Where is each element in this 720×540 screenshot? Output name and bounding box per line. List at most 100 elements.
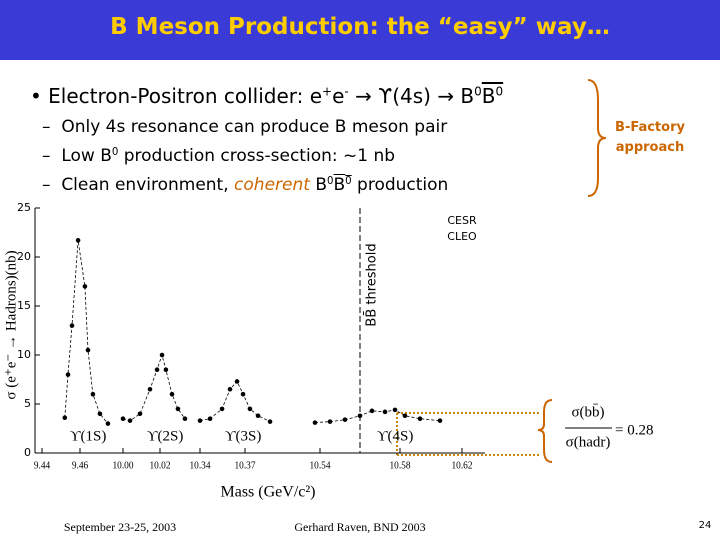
text: Clean environment, <box>61 175 235 195</box>
text: 0 <box>111 146 119 158</box>
data-point <box>147 387 153 392</box>
text: approach <box>615 140 685 155</box>
resonance-label: ϒ(1S) <box>70 428 107 444</box>
title-bar <box>0 0 720 60</box>
slide-title: B Meson Production: the “easy” way… <box>110 14 610 40</box>
data-point <box>127 418 133 423</box>
x-tick-label: 10.62 <box>452 460 473 472</box>
y-tick-label: 0 <box>24 446 31 459</box>
data-point <box>234 379 240 384</box>
x-tick-label: 10.34 <box>190 460 211 472</box>
text: B0 <box>333 175 351 195</box>
data-point <box>62 415 68 421</box>
formula-denominator: σ(hadr) <box>566 434 611 450</box>
data-point <box>182 416 188 422</box>
text: B0 <box>482 84 503 108</box>
footer-date: September 23-25, 2003 <box>63 520 177 534</box>
text: → ϒ(4s) → B <box>348 84 475 108</box>
x-tick-label: 10.00 <box>113 460 134 472</box>
dotted-guide <box>396 412 540 456</box>
formula-result: = 0.28 <box>615 422 653 438</box>
data-point <box>402 413 408 419</box>
data-point <box>342 417 348 422</box>
text: + <box>322 84 333 99</box>
resonance-label: ϒ(2S) <box>147 428 184 444</box>
data-point <box>219 406 225 412</box>
data-point <box>97 411 103 417</box>
data-point <box>392 407 398 413</box>
text: Low B <box>61 146 112 166</box>
text: Only 4s resonance can produce B meson pa… <box>61 117 448 137</box>
y-axis-label: σ (e⁺e⁻ → Hadrons)(nb) <box>3 250 19 399</box>
text: B-Factory <box>615 120 685 135</box>
page-number: 24 <box>698 520 712 531</box>
x-axis-label: Mass (GeV/c²) <box>221 484 316 501</box>
x-tick-label: 10.37 <box>235 460 256 472</box>
data-point <box>65 372 71 377</box>
threshold-label: BB̄ threshold <box>364 243 379 326</box>
sub-bullet: – Low B0 production cross-section: ~1 nb <box>42 146 396 166</box>
x-tick-label: 10.54 <box>310 460 331 472</box>
x-tick-label: 9.44 <box>34 460 50 472</box>
text: Electron-Positron collider: e <box>48 84 323 108</box>
data-point <box>327 419 333 424</box>
resonance-label: ϒ(3S) <box>225 428 262 444</box>
text: B <box>481 84 496 108</box>
data-point <box>207 416 213 422</box>
data-point <box>357 413 363 419</box>
data-point <box>197 418 203 423</box>
source-label: CLEO <box>447 230 477 243</box>
text: production <box>351 175 449 195</box>
data-point <box>105 421 111 426</box>
y-tick-label: 5 <box>24 397 31 410</box>
text: - <box>344 84 349 99</box>
sub-bullet: – Clean environment, coherent B0B0 produ… <box>42 175 449 195</box>
x-tick-label: 10.02 <box>150 460 171 472</box>
side-note: B-Factory approach <box>600 118 700 158</box>
sub-bullet: – Only 4s resonance can produce B meson … <box>42 117 448 137</box>
data-point <box>267 419 273 424</box>
data-point <box>69 323 75 328</box>
data-point <box>120 416 126 422</box>
data-point <box>417 416 423 422</box>
text: coherent <box>234 175 310 195</box>
data-point <box>169 391 175 397</box>
fit-line <box>314 409 441 423</box>
fit-line <box>64 240 109 424</box>
fit-line <box>122 353 186 422</box>
text: e <box>332 84 345 108</box>
y-tick-label: 25 <box>17 201 31 214</box>
footer-author: Gerhard Raven, BND 2003 <box>294 520 426 534</box>
brace <box>587 79 607 197</box>
text: 0 <box>474 84 482 99</box>
data-point <box>154 367 160 373</box>
x-tick-label: 10.58 <box>390 460 411 472</box>
text: 0 <box>345 175 352 187</box>
data-point <box>382 409 388 415</box>
y-tick-label: 15 <box>17 299 31 312</box>
data-point <box>247 406 253 412</box>
data-point <box>369 408 375 414</box>
text: production cross-section: ~1 nb <box>118 146 396 166</box>
y-tick-label: 20 <box>17 250 31 263</box>
y-tick-label: 10 <box>17 348 31 361</box>
data-point <box>85 347 91 353</box>
data-point <box>227 387 233 392</box>
data-point <box>255 413 261 419</box>
bullet: • Electron-Positron collider: e+e- → ϒ(4… <box>30 84 504 108</box>
text: B <box>333 175 346 195</box>
data-point <box>163 367 169 373</box>
data-point <box>90 391 96 397</box>
data-point <box>240 391 246 397</box>
data-point <box>82 284 88 289</box>
source-label: CESR <box>447 214 477 227</box>
text: 0 <box>495 84 504 99</box>
text: B <box>309 175 327 195</box>
data-point <box>437 418 443 423</box>
data-point <box>75 238 81 243</box>
resonance-label: ϒ(4S) <box>377 428 414 444</box>
x-tick-label: 9.46 <box>72 460 88 472</box>
brace <box>537 399 553 463</box>
data-point <box>159 352 165 358</box>
